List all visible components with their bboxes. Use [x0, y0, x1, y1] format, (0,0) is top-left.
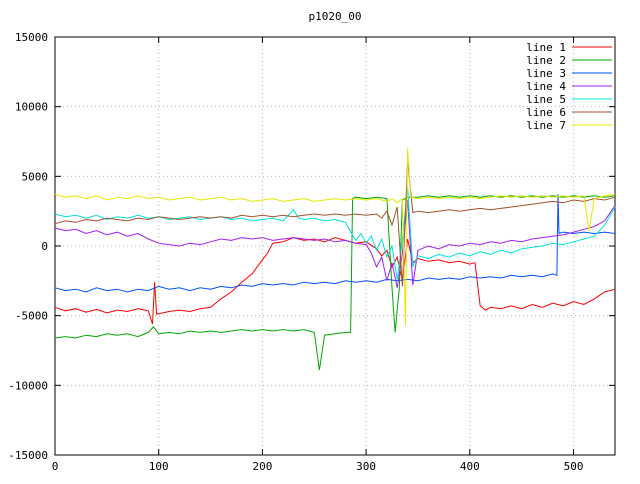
- legend-label: line 3: [526, 67, 566, 80]
- legend-label: line 4: [526, 80, 566, 93]
- x-tick-label: 400: [460, 460, 480, 473]
- y-tick-label: 0: [41, 240, 48, 253]
- y-tick-label: 15000: [15, 31, 48, 44]
- plot-border: [54, 36, 616, 456]
- legend-label: line 1: [526, 41, 566, 54]
- series-line-4: [54, 199, 616, 288]
- legend-label: line 7: [526, 119, 566, 132]
- series-line-1: [54, 237, 616, 325]
- series-line-3: [54, 194, 616, 293]
- series-line-5: [54, 187, 616, 280]
- y-tick-label: -5000: [15, 310, 48, 323]
- x-tick-label: 300: [356, 460, 376, 473]
- legend-label: line 6: [526, 106, 566, 119]
- x-tick-label: 100: [149, 460, 169, 473]
- y-tick-label: -10000: [8, 379, 48, 392]
- y-tick-label: -15000: [8, 449, 48, 462]
- x-tick-label: 200: [252, 460, 272, 473]
- x-tick-label: 0: [52, 460, 59, 473]
- series-line-2: [54, 195, 616, 371]
- y-tick-label: 10000: [15, 101, 48, 114]
- series-line-7: [54, 148, 616, 326]
- series-line-6: [54, 160, 616, 287]
- x-tick-label: 500: [564, 460, 584, 473]
- legend-label: line 2: [526, 54, 566, 67]
- legend-label: line 5: [526, 93, 566, 106]
- y-tick-label: 5000: [22, 170, 49, 183]
- chart-title: p1020_00: [308, 10, 362, 23]
